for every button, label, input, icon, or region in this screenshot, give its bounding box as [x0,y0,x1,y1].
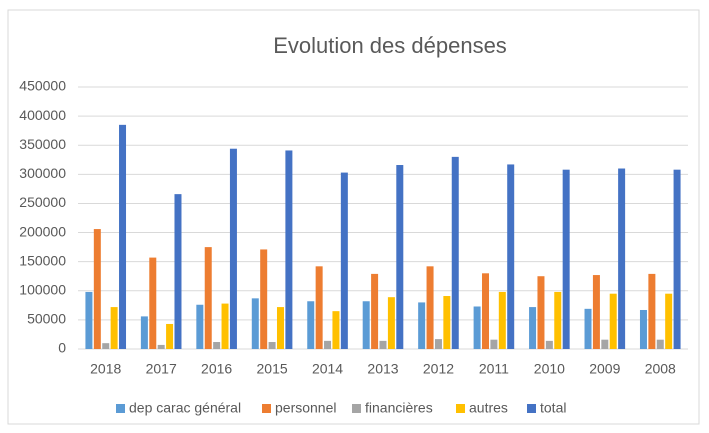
bar [592,275,600,349]
x-tick-label: 2012 [423,361,454,377]
bar [639,309,647,349]
y-tick-label: 250000 [19,194,66,210]
y-tick-label: 150000 [19,252,66,268]
x-tick-label: 2009 [589,361,620,377]
bar [102,343,110,349]
legend-label: total [540,400,566,416]
y-tick-label: 350000 [19,136,66,152]
legend-swatch [527,404,536,413]
bar [379,340,387,349]
y-tick-label: 200000 [19,223,66,239]
bar [451,156,459,349]
bar [221,303,229,349]
bar [648,273,656,349]
legend-swatch [262,404,271,413]
legend-swatch [116,404,125,413]
x-tick-label: 2014 [312,361,343,377]
bar [387,297,395,349]
y-tick-label: 100000 [19,281,66,297]
bar [396,165,404,349]
bar [562,169,570,349]
bar [473,306,481,349]
x-tick-label: 2016 [201,361,232,377]
bar [426,266,434,349]
bar [251,298,259,349]
y-tick-label: 0 [58,340,66,356]
bar [490,339,498,349]
bar [324,340,332,349]
bar [174,194,182,349]
legend-swatch [352,404,361,413]
bar [213,342,221,349]
x-tick-label: 2018 [90,361,121,377]
bar [85,291,93,349]
bar [362,301,370,349]
x-tick-label: 2017 [146,361,177,377]
bar [584,308,592,349]
bar [268,342,276,349]
bar [443,296,451,349]
bar [307,301,315,349]
bar [276,307,284,349]
x-tick-label: 2015 [257,361,288,377]
bar [260,249,268,349]
bar [482,273,490,349]
bar [371,273,379,349]
legend-label: dep carac général [129,400,241,416]
bar [418,302,426,349]
chart-title: Evolution des dépenses [273,33,507,58]
bar [332,311,340,349]
bar [149,257,157,349]
bar [315,266,323,349]
x-tick-label: 2010 [534,361,565,377]
bar [507,164,515,349]
bar [119,124,127,349]
y-tick-label: 400000 [19,107,66,123]
bar [554,291,562,349]
bar [93,229,101,349]
y-tick-label: 50000 [27,311,66,327]
bar [656,339,664,349]
legend-label: autres [469,400,508,416]
bar [140,316,148,349]
x-tick-label: 2013 [367,361,398,377]
bar [498,291,506,349]
y-tick-label: 450000 [19,78,66,94]
bar [673,169,681,349]
bar [665,293,673,349]
bar [618,168,626,349]
bar [609,293,617,349]
bar [285,150,293,349]
x-tick-label: 2008 [645,361,676,377]
bar [204,247,212,349]
y-tick-label: 300000 [19,165,66,181]
legend-swatch [456,404,465,413]
bar [229,148,237,349]
x-tick-label: 2011 [479,361,509,377]
bar [196,304,204,349]
bar [110,307,118,349]
legend-label: personnel [275,400,337,416]
bar [157,344,165,349]
bar [166,323,174,349]
bar [537,276,545,349]
bar [434,339,442,349]
bar [601,339,609,349]
bar [340,172,348,349]
legend-label: financières [365,400,433,416]
bar [545,340,553,349]
bar [529,307,537,349]
